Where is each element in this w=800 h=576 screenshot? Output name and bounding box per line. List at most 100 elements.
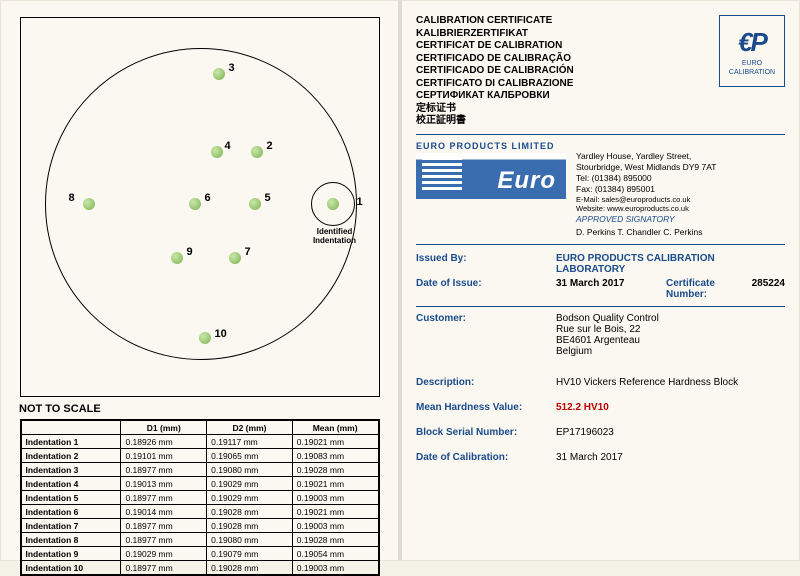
table-cell: Indentation 10 xyxy=(21,561,121,575)
table-row: Indentation 70.18977 mm0.19028 mm0.19003… xyxy=(21,519,378,533)
logo-ep-text: €P xyxy=(738,27,766,58)
title-line: CERTIFICADO DE CALIBRACIÓN xyxy=(416,65,574,78)
company-address: Yardley House, Yardley Street, Stourbrid… xyxy=(576,151,716,239)
indentation-dot xyxy=(211,146,223,158)
description-label: Description: xyxy=(416,377,556,388)
table-cell: 0.18926 mm xyxy=(121,435,207,449)
table-cell: 0.19021 mm xyxy=(292,505,378,519)
customer-line: Rue sur le Bois, 22 xyxy=(556,324,659,335)
divider xyxy=(416,244,785,245)
table-header: D2 (mm) xyxy=(207,421,293,435)
euro-logo-text: Euro xyxy=(497,167,556,195)
measurement-table-wrap: D1 (mm)D2 (mm)Mean (mm) Indentation 10.1… xyxy=(20,419,380,576)
table-cell: 0.19014 mm xyxy=(121,505,207,519)
logo-sub1: EURO xyxy=(742,60,762,67)
table-cell: 0.19029 mm xyxy=(207,477,293,491)
table-cell: 0.19028 mm xyxy=(292,463,378,477)
table-row: Indentation 50.18977 mm0.19029 mm0.19003… xyxy=(21,491,378,505)
company-section: EURO PRODUCTS LIMITED Euro Yardley House… xyxy=(416,141,785,239)
euro-logo: Euro xyxy=(416,153,566,199)
table-cell: Indentation 7 xyxy=(21,519,121,533)
email-label: E-Mail: xyxy=(576,195,599,204)
company-name: EURO PRODUCTS LIMITED xyxy=(416,141,785,151)
table-cell: Indentation 5 xyxy=(21,491,121,505)
table-cell: 0.18977 mm xyxy=(121,533,207,547)
signatories: D. Perkins T. Chandler C. Perkins xyxy=(576,227,716,238)
indentation-dot-label: 5 xyxy=(265,192,271,204)
customer-line: Belgium xyxy=(556,346,659,357)
fax: (01384) 895001 xyxy=(595,184,655,194)
multilang-titles: CALIBRATION CERTIFICATEKALIBRIERZERTIFIK… xyxy=(416,15,574,128)
table-cell: 0.19028 mm xyxy=(292,533,378,547)
table-cell: Indentation 1 xyxy=(21,435,121,449)
indentation-dot-label: 7 xyxy=(245,246,251,258)
indentation-dot xyxy=(229,252,241,264)
table-cell: 0.19101 mm xyxy=(121,449,207,463)
table-cell: Indentation 8 xyxy=(21,533,121,547)
addr-l2: Stourbridge, West Midlands DY9 7AT xyxy=(576,162,716,173)
euro-calibration-logo: €P EURO CALIBRATION xyxy=(719,15,785,87)
logo-sub2: CALIBRATION xyxy=(729,69,775,76)
divider xyxy=(416,134,785,135)
identified-label: Identified Indentation xyxy=(307,228,363,246)
issued-by: EURO PRODUCTS CALIBRATION LABORATORY xyxy=(556,253,785,275)
table-row: Indentation 80.18977 mm0.19080 mm0.19028… xyxy=(21,533,378,547)
table-cell: Indentation 4 xyxy=(21,477,121,491)
customer-block: Bodson Quality ControlRue sur le Bois, 2… xyxy=(556,313,659,357)
approved-signatory: APPROVED SIGNATORY xyxy=(576,214,716,225)
table-cell: 0.19003 mm xyxy=(292,491,378,505)
issued-by-label: Issued By: xyxy=(416,253,556,275)
table-cell: Indentation 9 xyxy=(21,547,121,561)
table-cell: 0.19065 mm xyxy=(207,449,293,463)
title-line: CALIBRATION CERTIFICATE xyxy=(416,15,574,28)
table-cell: Indentation 3 xyxy=(21,463,121,477)
fax-label: Fax: xyxy=(576,184,593,194)
indentation-dot-label: 2 xyxy=(267,140,273,152)
tel: (01384) 895000 xyxy=(592,173,652,183)
indentation-dot xyxy=(199,332,211,344)
table-row: Indentation 60.19014 mm0.19028 mm0.19021… xyxy=(21,505,378,519)
table-cell: 0.19028 mm xyxy=(207,505,293,519)
date-issue: 31 March 2017 xyxy=(556,278,666,300)
table-cell: 0.18977 mm xyxy=(121,491,207,505)
addr-l1: Yardley House, Yardley Street, xyxy=(576,151,716,162)
web: www.europroducts.co.uk xyxy=(607,204,689,213)
table-row: Indentation 10.18926 mm0.19117 mm0.19021… xyxy=(21,435,378,449)
indentation-dot-label: 3 xyxy=(229,62,235,74)
table-row: Indentation 100.18977 mm0.19028 mm0.1900… xyxy=(21,561,378,575)
table-cell: 0.18977 mm xyxy=(121,463,207,477)
table-header: D1 (mm) xyxy=(121,421,207,435)
email: sales@europroducts.co.uk xyxy=(601,195,690,204)
date-issue-label: Date of Issue: xyxy=(416,278,556,300)
certificate-body: Issued By:EURO PRODUCTS CALIBRATION LABO… xyxy=(416,253,785,463)
table-cell: 0.19083 mm xyxy=(292,449,378,463)
table-cell: 0.19028 mm xyxy=(207,561,293,575)
indentation-dot xyxy=(213,68,225,80)
title-line: KALIBRIERZERTIFIKAT xyxy=(416,28,574,41)
cert-num-label: Certificate Number: xyxy=(666,278,749,300)
left-page: Identified Indentation12345678910 NOT TO… xyxy=(0,0,400,561)
table-cell: 0.19021 mm xyxy=(292,477,378,491)
cal-date-label: Date of Calibration: xyxy=(416,452,556,463)
mean-hardness: 512.2 HV10 xyxy=(556,402,609,413)
serial: EP17196023 xyxy=(556,427,614,438)
serial-label: Block Serial Number: xyxy=(416,427,556,438)
table-header xyxy=(21,421,121,435)
not-to-scale-label: NOT TO SCALE xyxy=(19,403,384,415)
table-cell: 0.19117 mm xyxy=(207,435,293,449)
indentation-dot-label: 9 xyxy=(187,246,193,258)
indentation-dot-label: 4 xyxy=(225,140,231,152)
title-line: CERTIFICAT DE CALIBRATION xyxy=(416,40,574,53)
title-line: 定标证书 xyxy=(416,103,574,116)
indentation-dot xyxy=(171,252,183,264)
title-line: CERTIFICATO DI CALIBRAZIONE xyxy=(416,78,574,91)
certificate-header: CALIBRATION CERTIFICATEKALIBRIERZERTIFIK… xyxy=(416,15,785,128)
description: HV10 Vickers Reference Hardness Block xyxy=(556,377,738,388)
indentation-dot-label: 10 xyxy=(215,328,227,340)
table-cell: Indentation 2 xyxy=(21,449,121,463)
indentation-dot xyxy=(251,146,263,158)
table-cell: 0.19021 mm xyxy=(292,435,378,449)
table-cell: Indentation 6 xyxy=(21,505,121,519)
table-cell: 0.18977 mm xyxy=(121,561,207,575)
table-row: Indentation 90.19029 mm0.19079 mm0.19054… xyxy=(21,547,378,561)
